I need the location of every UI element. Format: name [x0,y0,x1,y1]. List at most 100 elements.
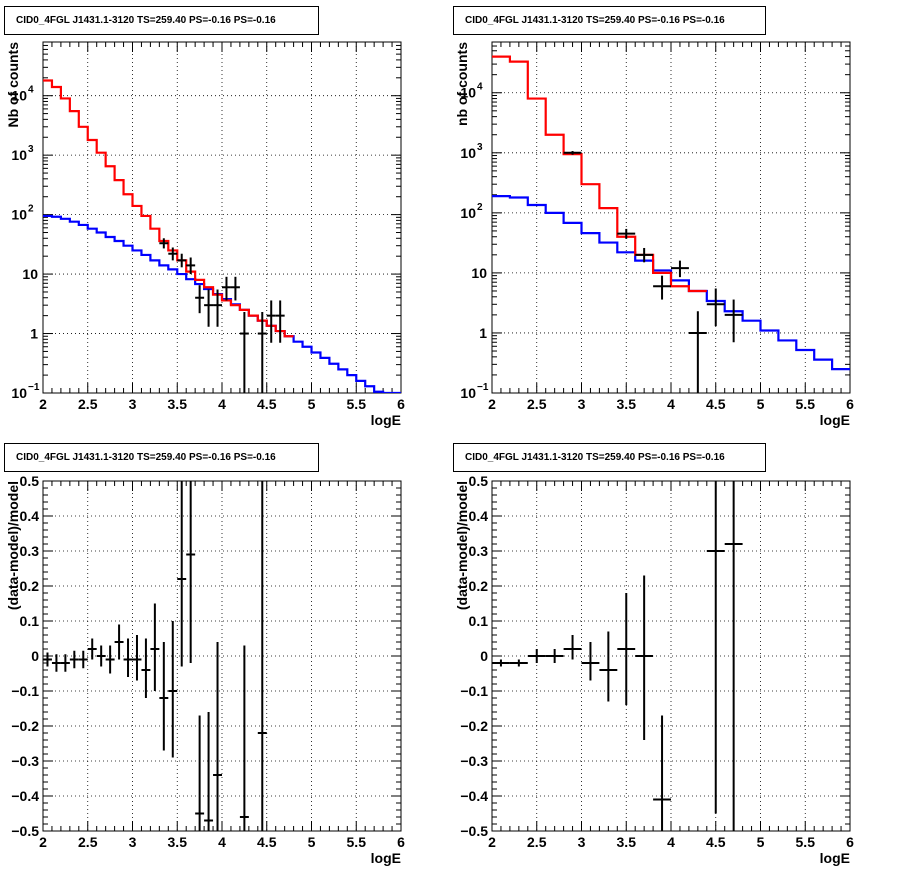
y-tick-label: 10 [460,205,476,221]
data-point [168,247,178,261]
data-point [150,603,160,691]
x-axis-label: logE [371,412,401,428]
data-point [688,311,707,393]
data-point [132,635,142,681]
chart-title: CID0_4FGL J1431.1-3120 TS=259.40 PS=-0.1… [465,452,725,463]
x-tick-label: 3 [578,396,586,412]
x-tick-label: 5.5 [796,834,816,850]
grid [492,42,850,393]
x-tick-label: 4.5 [257,396,277,412]
data-point [204,289,214,327]
data-point [186,481,196,663]
x-tick-label: 2 [39,396,47,412]
data-point [159,642,169,751]
data-point [195,715,205,831]
y-tick-exponent: 4 [477,82,483,93]
y-tick-label: 10 [460,85,476,101]
data-point [581,642,600,681]
data-point [177,253,187,268]
data-point [96,645,106,667]
y-tick-exponent: 4 [28,85,34,96]
y-tick-label: 10 [11,147,27,163]
data-point [78,650,88,669]
data-point [706,288,725,327]
x-tick-label: 5 [308,396,316,412]
data-point [239,312,249,393]
y-tick-label: 0.3 [20,543,40,559]
y-tick-label: −0.4 [460,788,488,804]
y-tick-label: −0.2 [460,718,488,734]
data-point [635,575,654,740]
grid [43,42,401,393]
data-point [213,289,222,327]
ticks [491,41,851,394]
data-point [195,285,205,314]
y-tick-label: 1 [30,326,38,342]
y-axis-label: (data-model)/model [454,481,470,610]
chart-title: CID0_4FGL J1431.1-3120 TS=259.40 PS=-0.1… [16,452,276,463]
series-line-2 [43,81,294,337]
series-line-1 [43,79,294,338]
x-tick-label: 4.5 [706,396,726,412]
x-axis-label: logE [371,850,401,866]
series-line-2 [492,57,707,291]
data-point [653,715,671,831]
y-axis-label: (data-model)/model [5,481,21,610]
y-tick-label: 10 [471,265,487,281]
x-tick-label: 2.5 [527,396,547,412]
y-tick-label: 10 [460,145,476,161]
data-point [177,481,187,667]
data-point [545,649,564,663]
y-tick-label: 0.1 [20,613,40,629]
data-point [275,300,285,343]
ticks [42,41,402,394]
y-tick-label: 0.5 [20,473,40,489]
x-tick-label: 6 [397,834,405,850]
data-point [51,654,61,672]
y-tick-exponent: 3 [477,142,483,153]
y-tick-label: 10 [11,88,27,104]
x-tick-label: 3 [129,834,137,850]
x-tick-label: 3.5 [168,834,188,850]
data-point [653,275,671,300]
data-point [87,638,97,660]
ticks [491,480,851,832]
data-point [527,649,546,663]
data-point [168,621,178,758]
x-tick-label: 2 [39,834,47,850]
data-point [706,481,725,814]
x-tick-label: 4 [667,834,675,850]
x-tick-label: 3.5 [617,834,637,850]
y-tick-label: −0.5 [11,823,39,839]
y-tick-label: 10 [11,385,27,401]
chart-top-right: CID0_4FGL J1431.1-3120 TS=259.40 PS=-0.1… [453,6,854,428]
data-point [492,659,510,667]
x-axis-label: logE [820,850,850,866]
y-tick-label: 1 [479,325,487,341]
data-point [257,312,267,393]
data-point [123,638,133,677]
x-tick-label: 2 [488,834,496,850]
x-tick-label: 5 [757,834,765,850]
x-axis-label: logE [820,412,850,428]
y-tick-label: 0.1 [469,613,489,629]
data-point [213,642,222,831]
x-tick-label: 4 [218,396,226,412]
data-point [186,257,196,275]
x-tick-label: 2 [488,396,496,412]
y-tick-label: −0.1 [11,683,39,699]
title-box [453,443,766,472]
y-tick-label: 0.5 [469,473,489,489]
y-tick-label: −0.1 [460,683,488,699]
y-tick-exponent: −1 [477,382,489,393]
x-tick-label: 6 [846,834,854,850]
x-tick-label: 3 [129,396,137,412]
x-tick-label: 4 [218,834,226,850]
data-point [617,593,636,705]
data-point [563,635,582,660]
y-tick-label: −0.3 [460,753,488,769]
data-point [599,631,618,702]
x-tick-label: 6 [846,396,854,412]
x-tick-label: 5.5 [347,396,367,412]
